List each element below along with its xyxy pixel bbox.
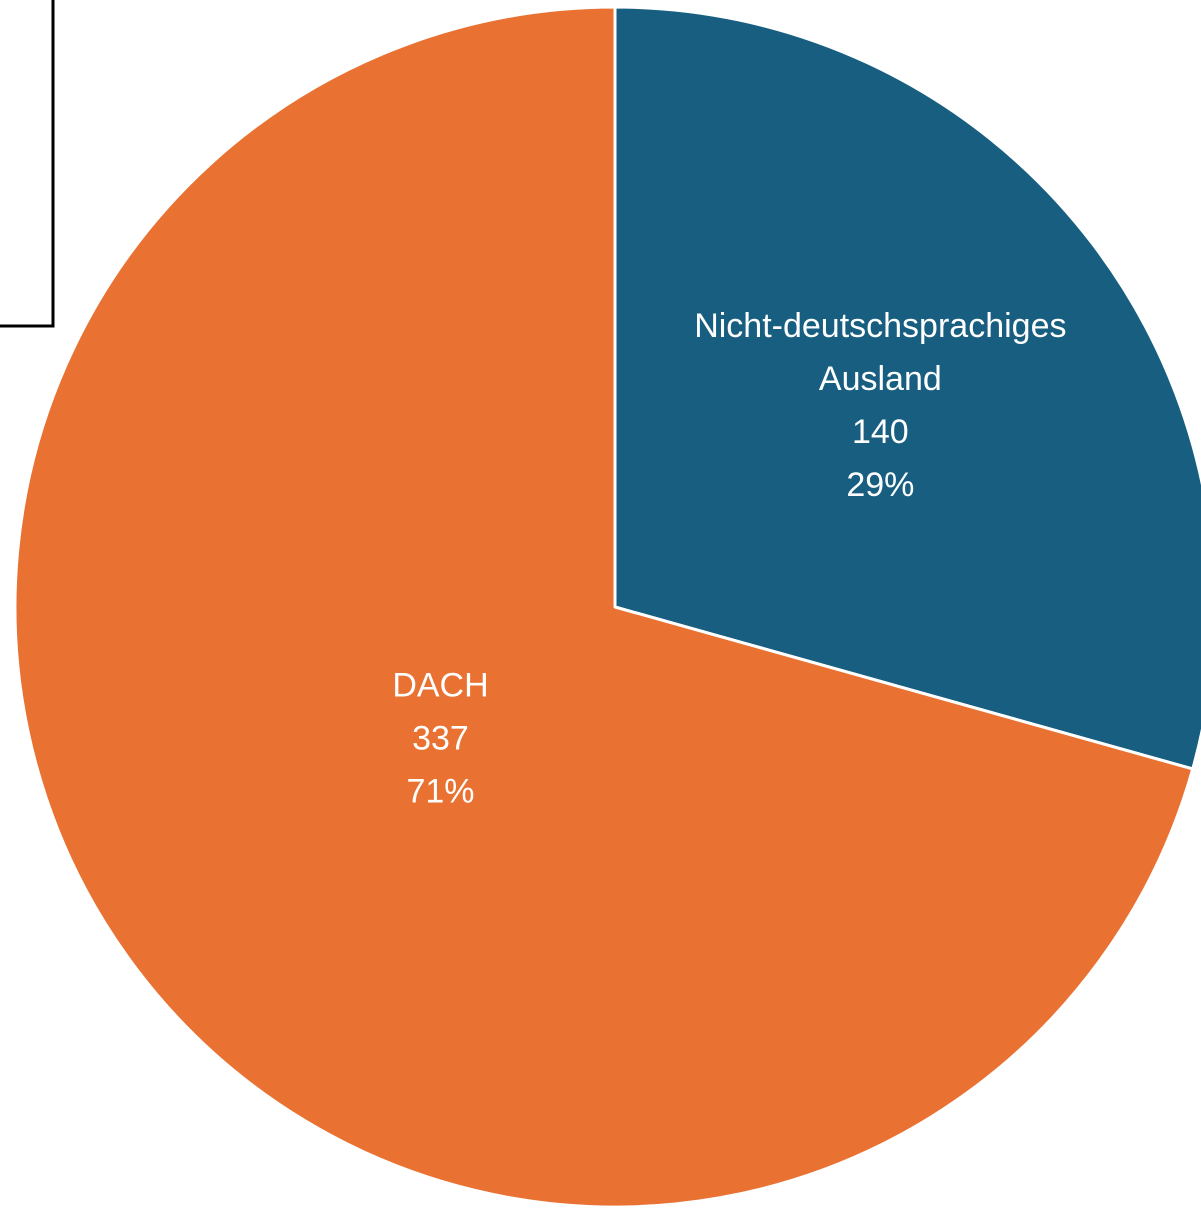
frame-edge — [0, 0, 55, 328]
category-label: Nicht-deutschsprachiges Ausland — [694, 306, 1067, 398]
pie-slice — [13, 5, 1195, 1208]
value-label: 337 — [412, 719, 469, 758]
pie-slice — [613, 5, 1201, 771]
percent-label: 29% — [846, 465, 915, 504]
slice-label: DACH 337 71% — [200, 660, 680, 819]
slice-label: Nicht-deutschsprachiges Ausland 140 29% — [640, 300, 1120, 512]
percent-label: 71% — [406, 772, 475, 811]
category-label: DACH — [392, 666, 489, 705]
value-label: 140 — [851, 412, 909, 451]
